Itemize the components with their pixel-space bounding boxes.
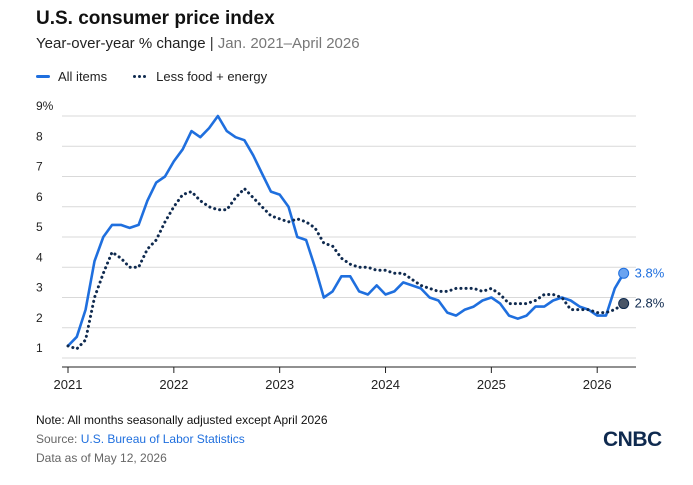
series-line-all-items (66, 114, 626, 348)
y-tick-label: 8 (36, 129, 43, 143)
chart-subtitle: Year-over-year % change | Jan. 2021–Apri… (36, 35, 360, 52)
x-tick-label: 2024 (371, 377, 400, 392)
x-tick-label: 2025 (477, 377, 506, 392)
y-tick-label: 1 (36, 341, 43, 355)
legend-solid-line-icon (36, 75, 50, 78)
series-line-core (66, 187, 626, 351)
cnbc-logo: CNBC (603, 428, 662, 451)
subtitle-main: Year-over-year % change (36, 35, 206, 52)
subtitle-separator: | (209, 35, 214, 52)
x-tick-label: 2021 (54, 377, 83, 392)
endpoint-dot-core (618, 298, 630, 310)
chart-title: U.S. consumer price index (36, 8, 275, 29)
y-tick-label: 9% (36, 99, 54, 113)
legend-label-all-items: All items (58, 69, 108, 84)
y-tick-label: 2 (36, 311, 43, 325)
y-tick-label: 6 (36, 190, 43, 204)
y-tick-label: 7 (36, 160, 43, 174)
data-as-of: Data as of May 12, 2026 (36, 451, 167, 465)
subtitle-date-range: Jan. 2021–April 2026 (217, 35, 360, 52)
source-line: Source: U.S. Bureau of Labor Statistics (36, 432, 245, 446)
y-tick-label: 3 (36, 281, 43, 295)
x-tick-label: 2026 (583, 377, 612, 392)
legend-item-core: Less food + energy (133, 69, 267, 84)
legend-item-all-items: All items (36, 69, 107, 84)
end-label-core: 2.8% (635, 296, 665, 311)
x-tick-label: 2023 (265, 377, 294, 392)
legend-dotted-line-icon (133, 75, 148, 78)
end-label-all-items: 3.8% (635, 265, 665, 280)
source-prefix: Source: (36, 432, 81, 446)
y-tick-label: 4 (36, 250, 43, 264)
endpoint-dot-all-items (618, 267, 630, 279)
x-tick-label: 2022 (159, 377, 188, 392)
y-tick-label: 5 (36, 220, 43, 234)
legend-label-core: Less food + energy (156, 69, 268, 84)
chart-legend: All items Less food + energy (36, 69, 293, 84)
footnote: Note: All months seasonally adjusted exc… (36, 413, 328, 427)
source-link[interactable]: U.S. Bureau of Labor Statistics (80, 432, 245, 446)
